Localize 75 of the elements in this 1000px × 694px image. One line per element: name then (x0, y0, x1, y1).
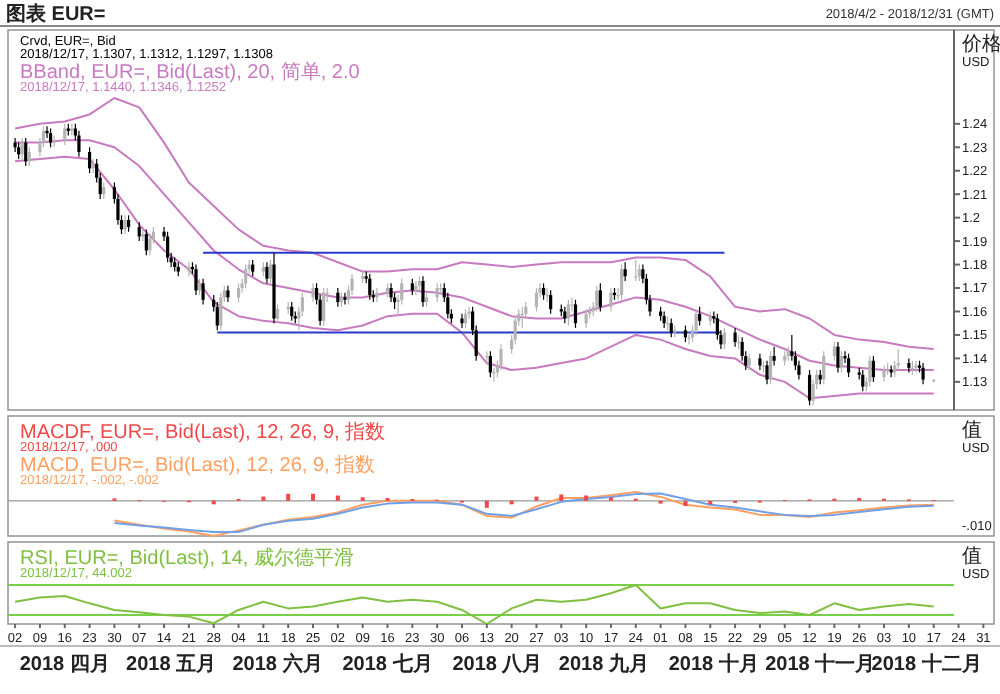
candlestick (194, 263, 198, 296)
candlestick (45, 125, 49, 139)
candlestick (215, 301, 219, 331)
candlestick (609, 287, 613, 313)
candlestick (595, 285, 599, 313)
candlestick (882, 364, 886, 383)
candlestick (350, 273, 354, 296)
x2-tick-label: 2018 九月 (558, 652, 649, 676)
candlestick (598, 282, 602, 313)
text: MACDF, EUR=, Bid(Last), 12, 26, 9, 指数 (20, 420, 386, 444)
candlestick (166, 231, 170, 263)
candlestick (811, 378, 815, 406)
candlestick (623, 261, 627, 282)
candlestick (187, 261, 191, 277)
x2-tick-label: 2018 六月 (232, 652, 323, 676)
candlestick (492, 367, 496, 383)
chart-title: 图表 EUR= (6, 2, 106, 26)
candlestick (435, 282, 439, 303)
candlestick (832, 341, 836, 362)
candlestick (499, 343, 503, 371)
x2-tick-label: 2018 五月 (126, 654, 217, 676)
candlestick (807, 369, 812, 406)
candlestick (584, 308, 588, 329)
candlestick (13, 137, 17, 153)
candlestick (768, 350, 773, 385)
candlestick (343, 292, 347, 306)
candlestick (573, 299, 578, 329)
candlestick (534, 287, 539, 313)
candlestick (698, 306, 702, 327)
candlestick (687, 331, 691, 345)
candlestick (123, 214, 127, 235)
candlestick (694, 308, 698, 336)
candlestick (914, 360, 918, 374)
candlestick (790, 334, 794, 362)
candlestick (311, 282, 315, 303)
candlestick (822, 350, 826, 385)
candlestick (733, 327, 737, 348)
candlestick (868, 355, 872, 388)
candlestick (275, 303, 280, 324)
candlestick (619, 263, 624, 301)
candlestick (467, 306, 471, 320)
candlestick (772, 346, 776, 367)
candlestick (549, 289, 553, 315)
candlestick (463, 308, 468, 329)
candlestick (460, 313, 464, 329)
candlestick (137, 221, 141, 242)
line-series (14, 97, 935, 351)
candlestick (87, 146, 92, 174)
candlestick (48, 127, 53, 148)
text: MACD, EUR=, Bid(Last), 12, 26, 9, 指数 (20, 453, 376, 477)
candlestick (871, 355, 876, 383)
x2-tick-label: 2018 四月 (19, 654, 110, 676)
x2-tick-label: 2018 八月 (452, 652, 543, 676)
x2-tick-label: 2018 七月 (342, 652, 433, 676)
candlestick (226, 285, 230, 303)
x2-tick-label: 2018 十二月 (871, 652, 982, 676)
candlestick (921, 362, 925, 385)
candlestick (27, 146, 31, 167)
candlestick (846, 353, 851, 378)
candlestick (715, 313, 719, 341)
candlestick (244, 263, 248, 289)
candlestick (389, 282, 393, 303)
candlestick (236, 282, 241, 303)
candlestick (836, 341, 840, 374)
candlestick (219, 292, 223, 331)
candlestick (839, 350, 844, 374)
candlestick (758, 353, 762, 371)
candlestick (421, 275, 425, 308)
candlestick (52, 134, 56, 148)
candlestick (765, 360, 769, 385)
candlestick (77, 130, 81, 158)
candlestick (24, 137, 28, 167)
annotation: BBand, EUR=, Bid(Last), 20, 简单, 2.0 (20, 60, 361, 84)
text: RSI, EUR=, Bid(Last), 14, 威尔德平滑 (20, 546, 354, 570)
x2-tick-label: 2018 十月 (668, 652, 759, 676)
